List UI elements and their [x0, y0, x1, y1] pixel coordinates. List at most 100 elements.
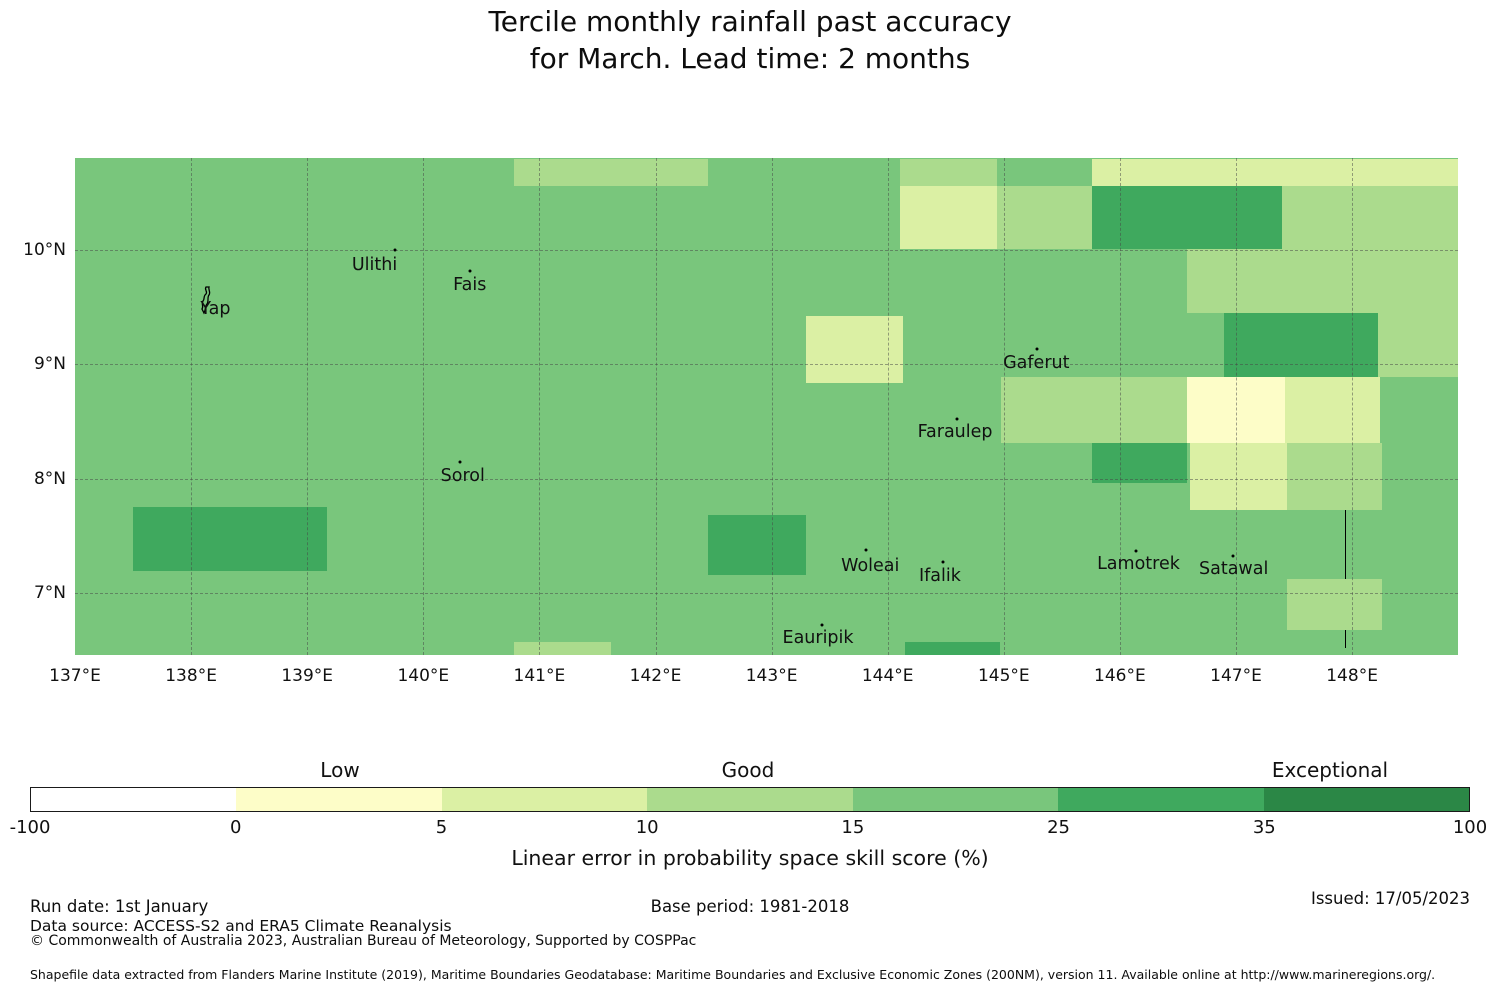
longitude-tick-label: 145°E: [977, 666, 1030, 686]
colorbar-category-good: Good: [721, 758, 775, 782]
heatmap-cell-10-15: [996, 185, 1093, 249]
longitude-tick-label: 144°E: [861, 666, 914, 686]
longitude-tick-label: 138°E: [165, 666, 217, 686]
colorbar-tick-label: 25: [1047, 817, 1071, 838]
chart-title-line2: for March. Lead time: 2 months: [529, 42, 971, 75]
longitude-tick-label: 137°E: [49, 666, 101, 686]
island-dot-eauripik: [820, 623, 824, 627]
latitude-gridline: [75, 592, 1458, 594]
heatmap-cell-5-10: [1092, 158, 1458, 186]
island-label-gaferut: Gaferut: [1003, 353, 1070, 374]
longitude-gridline: [887, 158, 889, 655]
colorbar-segment-5-to-10: [441, 788, 648, 811]
heatmap-cell-25-35: [133, 507, 327, 572]
island-dot-woleai: [864, 548, 868, 552]
longitude-gridline: [1236, 158, 1237, 655]
heatmap-cell-10-15: [513, 158, 708, 186]
island-dot-lamotrek: [1134, 549, 1138, 553]
longitude-gridline: [655, 158, 657, 655]
heatmap-cell-5-10: [1284, 376, 1380, 444]
latitude-gridline: [75, 250, 1458, 251]
heatmap-cell-25-35: [1092, 443, 1188, 484]
copyright-text: © Commonwealth of Australia 2023, Austra…: [30, 933, 697, 949]
longitude-gridline: [191, 158, 193, 655]
island-label-woleai: Woleai: [841, 555, 900, 576]
longitude-tick-label: 139°E: [281, 666, 334, 686]
heatmap-cell-10-15: [900, 158, 997, 186]
latitude-tick-label: 8°N: [33, 468, 66, 489]
heatmap-cell-10-15: [1282, 185, 1458, 249]
colorbar-tick-label: 5: [435, 817, 448, 838]
island-label-eauripik: Eauripik: [782, 627, 854, 648]
longitude-gridline: [539, 158, 541, 655]
longitude-tick-label: 142°E: [629, 666, 682, 686]
colorbar: [30, 787, 1470, 812]
issued-date-text: Issued: 17/05/2023: [1310, 889, 1470, 908]
run-date-text: Run date: 1st January: [30, 897, 209, 916]
longitude-tick-label: 148°E: [1326, 666, 1378, 686]
colorbar-tick-label: 100: [1452, 817, 1488, 838]
island-dot-fais: [468, 269, 472, 273]
heatmap-cell-10-15: [1287, 443, 1383, 510]
longitude-tick-label: 147°E: [1210, 666, 1262, 686]
chart-title-line1: Tercile monthly rainfall past accuracy: [488, 5, 1012, 38]
heatmap-cell-5-10: [900, 185, 997, 249]
latitude-gridline: [75, 364, 1458, 366]
yap-island-outline-icon: [201, 286, 211, 315]
longitude-gridline: [1119, 158, 1121, 655]
latitude-tick-label: 10°N: [23, 240, 66, 260]
island-label-lamotrek: Lamotrek: [1097, 554, 1180, 575]
shapefile-attribution-text: Shapefile data extracted from Flanders M…: [30, 967, 1436, 982]
heatmap-cell-10-15: [1287, 579, 1383, 630]
heatmap-cell-25-35: [1224, 312, 1378, 377]
data-source-text: Data source: ACCESS-S2 and ERA5 Climate …: [30, 917, 452, 935]
longitude-tick-label: 143°E: [745, 666, 798, 686]
heatmap-cell-10-15: [1377, 312, 1458, 377]
island-label-satawal: Satawal: [1199, 558, 1269, 579]
heatmap-cell-10-15: [1187, 248, 1458, 313]
colorbar-axis-label: Linear error in probability space skill …: [511, 846, 989, 870]
colorbar-tick-label: 10: [635, 817, 659, 838]
island-dot-ulithi: [393, 248, 397, 252]
longitude-tick-label: 146°E: [1094, 666, 1146, 686]
colorbar-segment-35-to-100: [1263, 788, 1469, 811]
island-label-ulithi: Ulithi: [351, 254, 398, 275]
latitude-tick-label: 9°N: [33, 354, 66, 375]
heatmap-cell-25-35: [707, 515, 807, 575]
island-label-ifalik: Ifalik: [918, 565, 961, 586]
colorbar-segment--100-to-0: [31, 788, 237, 811]
heatmap-cell-10-15: [513, 642, 612, 655]
colorbar-tick-label: -100: [9, 817, 51, 838]
latitude-gridline: [75, 478, 1458, 480]
colorbar-segment-0-to-5: [236, 788, 442, 811]
island-label-yap: Yap: [200, 299, 231, 320]
heatmap-cell-0-5: [1187, 376, 1285, 444]
heatmap-cell-5-10: [1189, 443, 1288, 510]
island-label-faraulep: Faraulep: [917, 421, 993, 442]
island-dot-sorol: [458, 460, 462, 463]
colorbar-segment-15-to-25: [852, 788, 1059, 811]
colorbar-tick-label: 0: [229, 817, 242, 838]
colorbar-tick-label: 15: [841, 817, 865, 838]
island-label-sorol: Sorol: [440, 466, 485, 487]
heatmap-cell-5-10: [806, 316, 903, 383]
longitude-gridline: [1003, 158, 1005, 655]
map-area: Yap Ulithi Fais Gaferut Faraulep Sorol Woleai I…: [75, 158, 1458, 655]
latitude-tick-label: 7°N: [33, 582, 66, 603]
colorbar-tick-label: 35: [1252, 817, 1276, 838]
heatmap-cell-25-35: [905, 642, 1001, 655]
longitude-gridline: [307, 158, 309, 655]
island-dot-ifalik: [941, 560, 945, 564]
longitude-gridline: [423, 158, 425, 655]
island-dot-satawal: [1231, 554, 1235, 558]
longitude-tick-label: 141°E: [513, 666, 566, 686]
longitude-gridline: [771, 158, 773, 655]
colorbar-segment-10-to-15: [647, 788, 853, 811]
colorbar-category-exceptional: Exceptional: [1271, 758, 1389, 782]
colorbar-category-low: Low: [320, 758, 360, 782]
longitude-tick-label: 140°E: [397, 666, 450, 686]
island-dot-gaferut: [1035, 347, 1039, 351]
colorbar-segment-25-to-35: [1058, 788, 1264, 811]
heatmap-cell-25-35: [1092, 185, 1283, 249]
